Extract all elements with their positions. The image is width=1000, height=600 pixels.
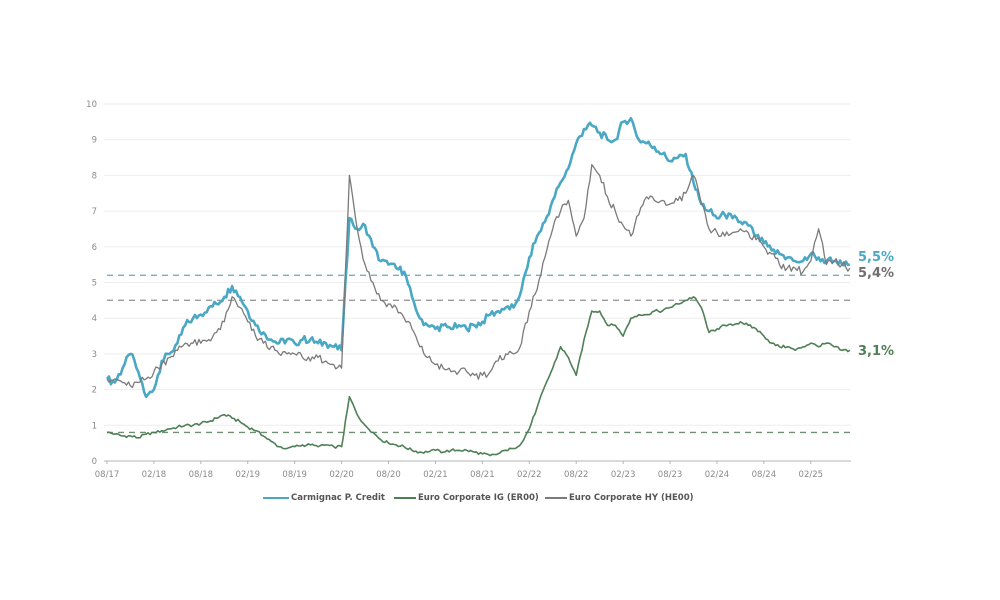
series-lines — [106, 117, 851, 457]
x-tick-label: 08/24 — [752, 470, 777, 480]
end-label-1: 3,1% — [858, 344, 894, 359]
x-tick-label: 08/18 — [189, 470, 214, 480]
x-tick-label: 02/18 — [142, 470, 167, 480]
legend-label-ig: Euro Corporate IG (ER00) — [418, 493, 539, 503]
x-tick-label: 02/25 — [799, 470, 824, 480]
legend-item-hy: Euro Corporate HY (HE00) — [545, 490, 694, 506]
x-tick-label: 08/23 — [658, 470, 683, 480]
series-line-2 — [106, 164, 851, 389]
legend-item-ig: Euro Corporate IG (ER00) — [394, 490, 539, 506]
x-tick-label: 02/21 — [423, 470, 448, 480]
end-label-0: 5,5% — [858, 250, 894, 265]
y-axis-labels: 0 1 2 3 4 5 6 7 8 9 10 — [86, 100, 97, 467]
x-tick-label: 08/20 — [376, 470, 401, 480]
y-tick-label: 5 — [92, 279, 97, 289]
legend-swatch-carmignac — [263, 497, 289, 499]
legend-label-hy: Euro Corporate HY (HE00) — [569, 493, 694, 503]
y-tick-label: 2 — [92, 386, 97, 396]
x-tick-label: 02/20 — [329, 470, 354, 480]
x-tick-label: 08/17 — [95, 470, 120, 480]
y-tick-label: 0 — [92, 457, 97, 467]
x-tick-label: 02/19 — [236, 470, 261, 480]
x-tick-label: 08/19 — [282, 470, 307, 480]
legend: Carmignac P. Credit Euro Corporate IG (E… — [0, 490, 1000, 506]
legend-swatch-hy — [545, 497, 567, 499]
legend-label-carmignac: Carmignac P. Credit — [291, 493, 385, 503]
y-tick-label: 3 — [92, 350, 97, 360]
x-axis: 08/17 02/18 08/18 02/19 08/19 02/20 08/20 02/21… — [95, 460, 851, 480]
y-tick-label: 9 — [92, 136, 97, 146]
end-value-labels: 5,5% 3,1% 5,4% — [858, 250, 894, 359]
end-label-2: 5,4% — [858, 266, 894, 281]
gridlines — [104, 103, 851, 426]
x-tick-label: 08/22 — [564, 470, 589, 480]
x-tick-label: 02/24 — [705, 470, 730, 480]
series-line-1 — [106, 296, 851, 457]
legend-item-carmignac: Carmignac P. Credit — [263, 490, 385, 506]
y-tick-label: 1 — [92, 421, 97, 431]
x-tick-label: 02/22 — [517, 470, 542, 480]
y-tick-label: 7 — [92, 207, 97, 217]
x-tick-label: 02/23 — [611, 470, 636, 480]
series-line-0 — [106, 117, 851, 398]
y-tick-label: 6 — [92, 243, 97, 253]
y-tick-label: 8 — [92, 171, 97, 181]
y-tick-label: 10 — [86, 100, 97, 110]
legend-swatch-ig — [394, 497, 416, 499]
y-tick-label: 4 — [92, 314, 97, 324]
x-tick-label: 08/21 — [470, 470, 495, 480]
